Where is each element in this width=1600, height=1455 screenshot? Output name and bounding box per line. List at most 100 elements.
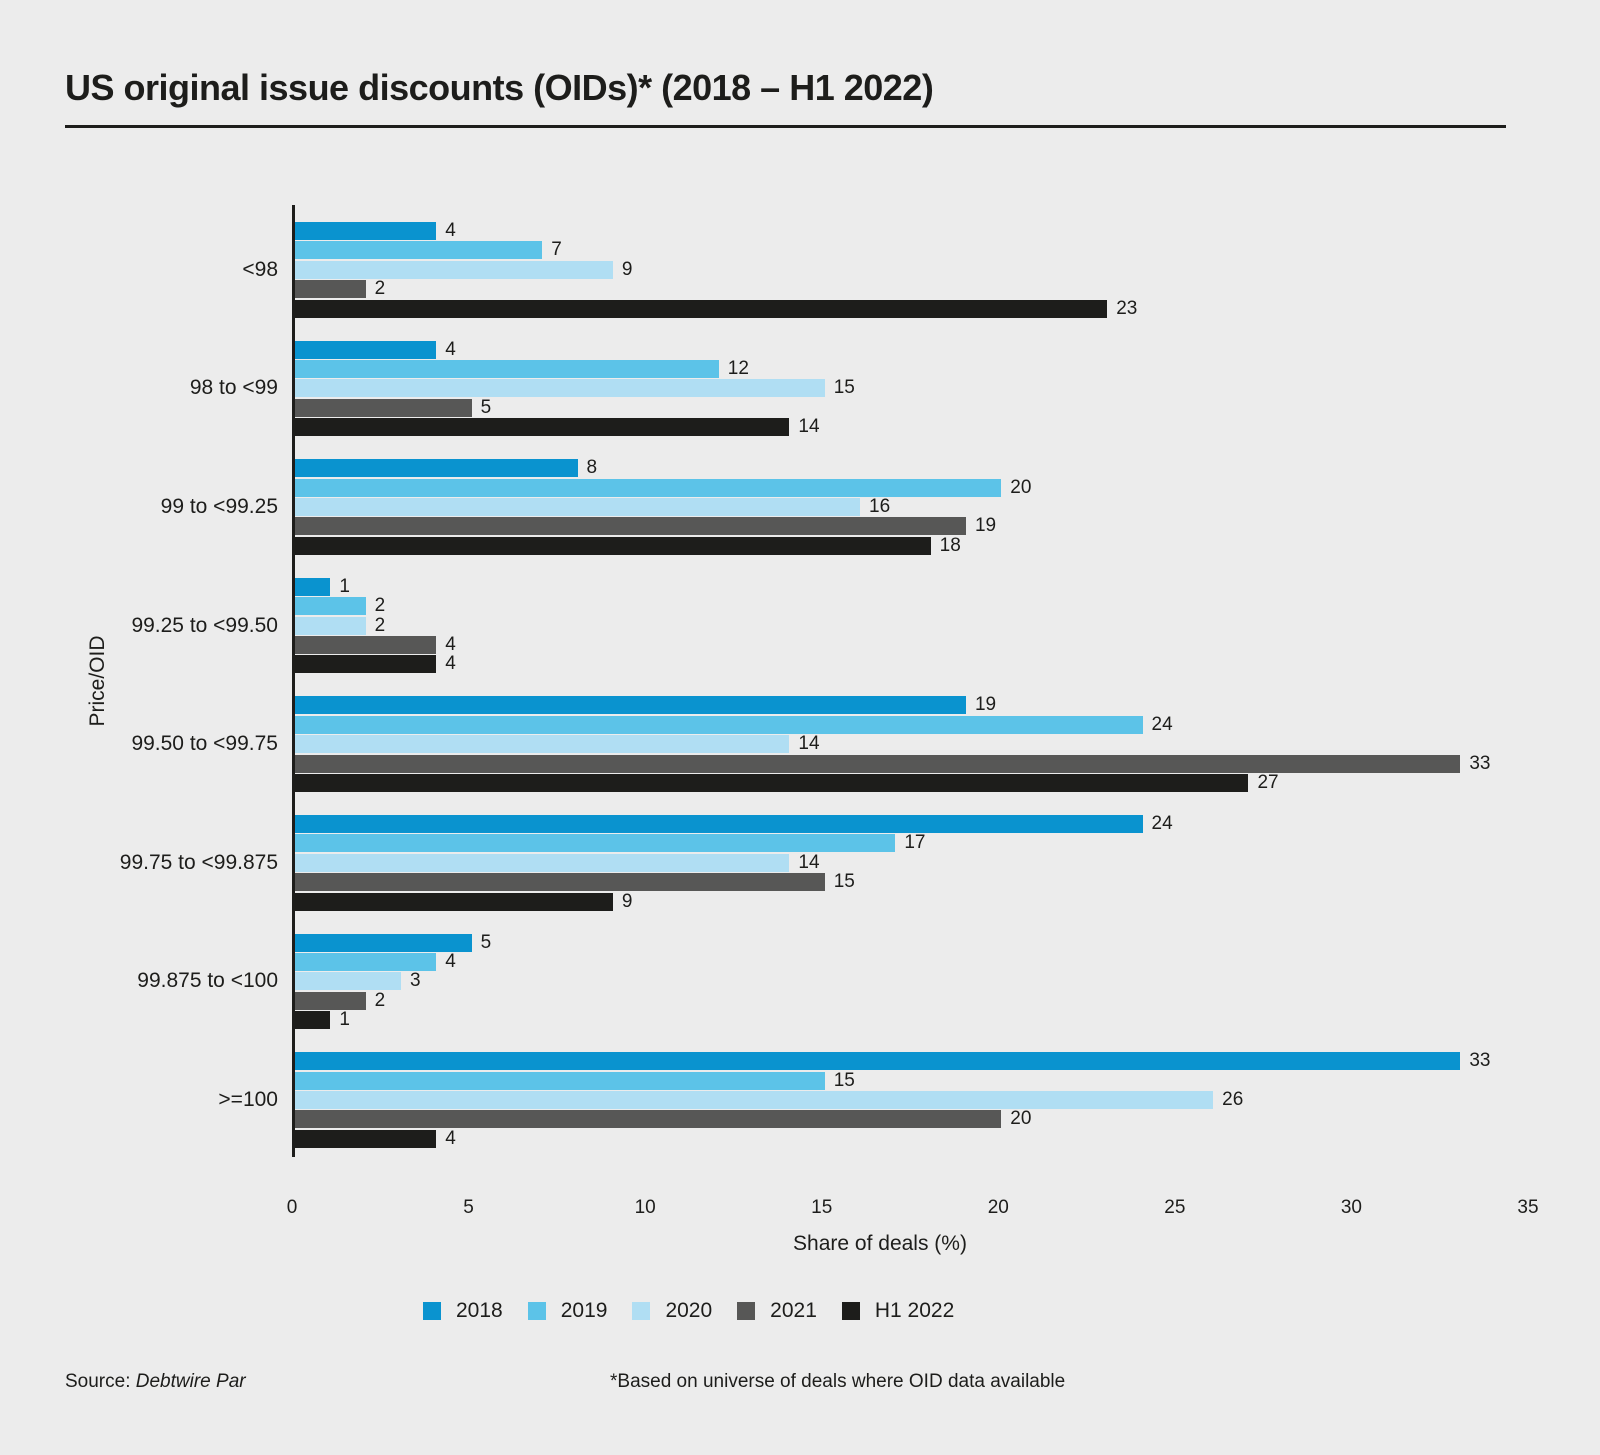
bar-row: 4 bbox=[295, 952, 1531, 971]
bar-row: 27 bbox=[295, 771, 1531, 793]
bar-row: 33 bbox=[295, 1051, 1531, 1071]
bar-group-99-50-to-99-75: 99.50 to <99.75 19 24 14 33 27 bbox=[131, 694, 1531, 793]
bar-row: 15 bbox=[295, 1071, 1531, 1090]
legend-swatch-2021 bbox=[737, 1302, 756, 1320]
value-label: 14 bbox=[798, 416, 820, 438]
bar-2018 bbox=[295, 577, 331, 596]
bar-2019 bbox=[295, 478, 1002, 497]
value-label: 4 bbox=[445, 653, 456, 675]
bar-row: 7 bbox=[295, 240, 1531, 260]
bar-row: 4 bbox=[295, 653, 1531, 675]
bar-2018 bbox=[295, 933, 472, 952]
source-prefix: Source: bbox=[65, 1371, 136, 1392]
bar-group-98: <98 4 7 9 2 23 bbox=[242, 221, 1531, 318]
source-name: Debtwire Par bbox=[135, 1371, 246, 1392]
x-tick-30: 30 bbox=[1340, 1197, 1362, 1218]
x-tick-15: 15 bbox=[811, 1197, 833, 1218]
bar-row: 2 bbox=[295, 279, 1531, 299]
value-label: 9 bbox=[621, 890, 633, 912]
bar-2020 bbox=[295, 972, 401, 991]
category-label: 99.25 to <99.50 bbox=[131, 613, 278, 637]
title-divider bbox=[65, 125, 1506, 128]
legend-label: 2020 bbox=[665, 1299, 713, 1322]
bar-row: 4 bbox=[295, 1127, 1531, 1149]
value-label: 33 bbox=[1469, 752, 1491, 774]
value-label: 12 bbox=[727, 357, 749, 379]
bar-row: 9 bbox=[295, 260, 1531, 279]
bar-2021 bbox=[295, 1110, 1002, 1129]
bar-row: 16 bbox=[295, 495, 1531, 517]
bar-2018 bbox=[295, 459, 578, 478]
bar-h1-2022 bbox=[295, 892, 613, 911]
legend-swatch-2018 bbox=[423, 1302, 441, 1320]
bar-row: 2 bbox=[295, 616, 1531, 635]
x-tick-25: 25 bbox=[1164, 1197, 1186, 1218]
bar-2020 bbox=[295, 735, 790, 754]
y-axis-label: Price/OID bbox=[86, 635, 109, 727]
bar-2021 bbox=[295, 280, 366, 299]
bar-2020 bbox=[295, 260, 613, 279]
footnote: *Based on universe of deals where OID da… bbox=[610, 1371, 1066, 1392]
bar-2018 bbox=[295, 696, 966, 715]
bar-2021 bbox=[295, 991, 366, 1010]
value-label: 26 bbox=[1222, 1088, 1244, 1110]
bar-2019 bbox=[295, 1071, 825, 1090]
bar-row: 24 bbox=[295, 814, 1531, 833]
legend-swatch-2020 bbox=[632, 1302, 651, 1320]
value-label: 15 bbox=[833, 377, 855, 399]
source-line: Source: Debtwire Par bbox=[65, 1371, 246, 1393]
legend-swatch-h1-2022 bbox=[841, 1302, 860, 1320]
value-label: 4 bbox=[445, 1127, 456, 1149]
bar-row: 17 bbox=[295, 833, 1531, 853]
value-label: 3 bbox=[409, 970, 421, 992]
value-label: 4 bbox=[445, 338, 456, 360]
bar-row: 4 bbox=[295, 635, 1531, 654]
bar-row: 1 bbox=[295, 1009, 1531, 1031]
legend-label: H1 2022 bbox=[874, 1299, 955, 1322]
legend: 2018 2019 2020 2021 H1 2022 bbox=[423, 1299, 954, 1323]
bar-row: 9 bbox=[295, 890, 1531, 912]
legend-label: 2018 bbox=[456, 1299, 503, 1322]
bar-row: 2 bbox=[295, 596, 1531, 616]
category-label: 99 to <99.25 bbox=[160, 494, 278, 518]
bar-2021 bbox=[295, 635, 437, 654]
bar-2019 bbox=[295, 952, 437, 971]
value-label: 20 bbox=[1010, 476, 1032, 498]
bar-row: 15 bbox=[295, 872, 1531, 892]
bar-row: 24 bbox=[295, 715, 1531, 734]
value-label: 27 bbox=[1257, 771, 1279, 793]
bar-2020 bbox=[295, 853, 790, 872]
bar-row: 4 bbox=[295, 221, 1531, 240]
bar-h1-2022 bbox=[295, 1011, 331, 1030]
chart-title: US original issue discounts (OIDs)* (201… bbox=[65, 67, 934, 108]
value-label: 19 bbox=[974, 515, 997, 537]
bar-row: 2 bbox=[295, 991, 1531, 1010]
category-label: 99.75 to <99.875 bbox=[119, 850, 278, 874]
bar-row: 20 bbox=[295, 476, 1531, 498]
bar-row: 4 bbox=[295, 338, 1531, 360]
value-label: 19 bbox=[974, 694, 997, 716]
legend-label: 2021 bbox=[770, 1299, 817, 1322]
x-axis-ticks: 0 5 10 15 20 25 30 35 bbox=[287, 1196, 1539, 1220]
bar-2018 bbox=[295, 340, 437, 359]
legend-item-2021: 2021 bbox=[737, 1299, 817, 1323]
value-label: 16 bbox=[869, 495, 891, 517]
bar-h1-2022 bbox=[295, 1129, 437, 1148]
value-label: 14 bbox=[798, 733, 820, 755]
bar-2020 bbox=[295, 1090, 1214, 1109]
category-label: 98 to <99 bbox=[189, 376, 278, 400]
value-label: 8 bbox=[586, 457, 598, 479]
category-label: <98 bbox=[242, 257, 278, 281]
legend-item-2019: 2019 bbox=[527, 1299, 607, 1323]
bar-2019 bbox=[295, 834, 896, 853]
value-label: 1 bbox=[339, 1009, 350, 1031]
bar-row: 3 bbox=[295, 970, 1531, 992]
bar-row: 18 bbox=[295, 536, 1531, 555]
value-label: 14 bbox=[798, 851, 820, 873]
bar-row: 23 bbox=[295, 299, 1531, 318]
bar-row: 8 bbox=[295, 457, 1531, 479]
bar-2020 bbox=[295, 379, 825, 398]
x-tick-5: 5 bbox=[463, 1197, 474, 1218]
bar-group-98-to-99: 98 to <99 4 12 15 5 14 bbox=[190, 338, 1531, 438]
bar-2019 bbox=[295, 715, 1143, 734]
